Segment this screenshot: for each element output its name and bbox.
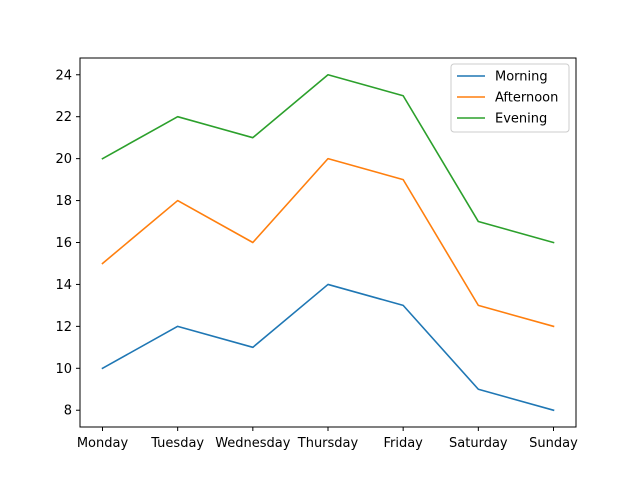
series-line-afternoon	[101, 157, 555, 328]
legend-frame	[450, 63, 570, 133]
y-tick-label-14: 14	[55, 278, 72, 293]
x-tick-label-wednesday: Wednesday	[215, 436, 291, 451]
y-tick-label-12: 12	[55, 320, 72, 335]
x-tick-label-sunday: Sunday	[529, 436, 578, 451]
x-tick-label-friday: Friday	[383, 436, 423, 451]
legend: Morning Afternoon Evening	[450, 63, 570, 133]
y-axis: 8 10 12 14 16 18 20 22 24	[55, 68, 80, 419]
y-tick-label-16: 16	[55, 236, 72, 251]
y-tick-label-18: 18	[55, 194, 72, 209]
x-tick-label-thursday: Thursday	[297, 436, 359, 451]
series-layer	[101, 73, 555, 412]
legend-label-morning: Morning	[495, 70, 548, 85]
plot-area-frame	[79, 57, 577, 428]
y-tick-label-22: 22	[55, 110, 72, 125]
y-tick-label-10: 10	[55, 362, 72, 377]
legend-label-afternoon: Afternoon	[495, 91, 558, 106]
x-tick-label-monday: Monday	[77, 436, 129, 451]
y-tick-label-20: 20	[55, 152, 72, 167]
legend-label-evening: Evening	[495, 112, 547, 127]
x-tick-label-saturday: Saturday	[449, 436, 508, 451]
series-line-evening	[101, 73, 555, 244]
y-tick-label-8: 8	[64, 404, 72, 419]
series-line-morning	[101, 283, 555, 412]
y-tick-label-24: 24	[55, 68, 72, 83]
x-tick-label-tuesday: Tuesday	[150, 436, 204, 451]
x-axis: Monday Tuesday Wednesday Thursday Friday Satu…	[77, 427, 578, 451]
